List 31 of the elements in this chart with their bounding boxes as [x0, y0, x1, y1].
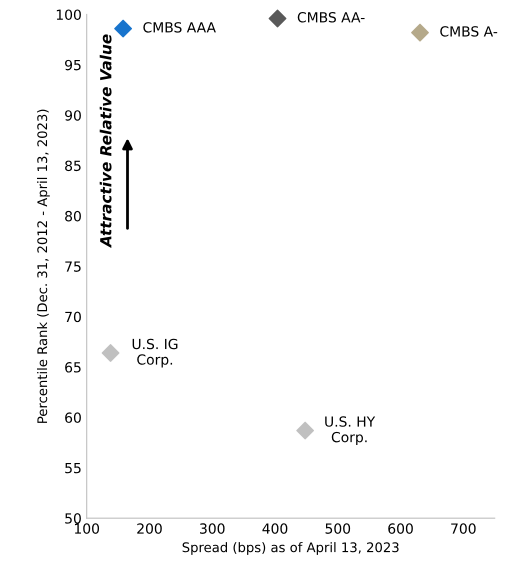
x-tick-label: 200: [137, 523, 162, 534]
point: [114, 20, 132, 38]
x-tick-label: 300: [200, 523, 225, 534]
series-label: CMBS A-: [440, 26, 498, 37]
y-axis-title: Percentile Rank (Dec. 31, 2012 - April 13, 2023): [37, 110, 50, 423]
y-tick-label: 95: [65, 60, 81, 70]
series-label: U.S. IG Corp.: [132, 338, 178, 368]
x-tick-label: 100: [74, 523, 100, 534]
y-tick-label: 100: [56, 9, 81, 20]
y-tick-label: 70: [65, 312, 81, 322]
y-tick-label: 55: [65, 462, 81, 474]
y-tick-label: 85: [65, 160, 81, 172]
x-tick-label: 500: [326, 523, 350, 534]
x-tick-label: 600: [388, 523, 413, 534]
y-tick-label: 60: [65, 412, 81, 423]
x-axis-title: Spread (bps) as of April 13, 2023: [182, 542, 399, 555]
y-tick-label: 75: [65, 261, 81, 272]
y-tick-label: 65: [65, 362, 81, 373]
point: [411, 24, 429, 42]
x-tick-label: 400: [262, 523, 288, 534]
y-tick-label: 50: [65, 513, 81, 524]
y-tick-label: 80: [65, 210, 81, 222]
point: [102, 344, 120, 362]
series-label: CMBS AA-: [298, 12, 365, 23]
point: [268, 10, 286, 28]
point: [296, 422, 314, 440]
series-label: CMBS AAA: [143, 22, 216, 33]
annotation: Attractive Relative Value: [100, 34, 112, 248]
y-tick-label: 90: [65, 110, 81, 121]
series-label: U.S. HY Corp.: [325, 416, 376, 446]
x-tick-label: 700: [451, 523, 476, 534]
